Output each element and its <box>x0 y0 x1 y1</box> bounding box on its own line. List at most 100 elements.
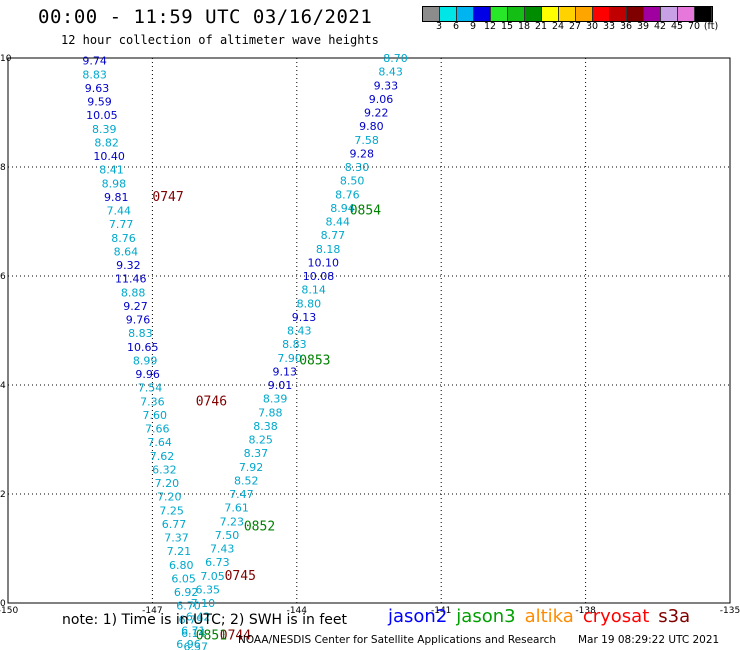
swh-value: 9.59 <box>87 96 112 109</box>
swh-value: 6.05 <box>171 572 196 585</box>
footer-note: note: 1) Time is in UTC; 2) SWH is in fe… <box>62 612 348 628</box>
color-scale-labels: 3 6 9 12 15 18 21 24 27 30 33 36 39 42 45 70 (ft) <box>422 21 740 33</box>
swh-value: 6.77 <box>162 518 187 531</box>
color-swatch <box>508 7 525 21</box>
swh-value: 7.62 <box>150 450 175 463</box>
swh-value: 6.32 <box>152 463 177 476</box>
swh-value: 8.88 <box>121 286 146 299</box>
swh-value: 7.25 <box>159 504 184 517</box>
legend-item-jason2: jason2 <box>388 606 448 627</box>
color-scale-label: 33 <box>602 21 616 32</box>
swh-value: 7.20 <box>157 491 182 504</box>
swh-value: 8.94 <box>330 202 355 215</box>
swh-value: 8.44 <box>325 216 350 229</box>
legend-item-jason3: jason3 <box>456 606 516 627</box>
legend-item-s3a: s3a <box>658 606 691 627</box>
pass-time-label: 0746 <box>196 394 227 409</box>
swh-value: 10.08 <box>303 270 335 283</box>
swh-value: 7.77 <box>109 218 134 231</box>
swh-value: 8.52 <box>234 474 259 487</box>
legend-item-altika: altika <box>524 606 574 627</box>
color-scale-label: 24 <box>551 21 565 32</box>
color-scale-label: 18 <box>517 21 531 32</box>
swh-value: 8.76 <box>335 188 360 201</box>
color-scale-label: 70 <box>687 21 701 32</box>
swh-value: 8.83 <box>128 327 153 340</box>
swh-value: 6.92 <box>174 586 199 599</box>
swh-value: 7.43 <box>210 543 235 556</box>
y-tick-label: 0 <box>0 599 6 609</box>
color-scale-label: (ft) <box>703 21 719 32</box>
swh-value: 9.96 <box>135 368 160 381</box>
color-swatch <box>474 7 491 21</box>
color-swatch <box>576 7 593 21</box>
swh-value: 11.46 <box>115 273 147 286</box>
color-scale-label: 15 <box>500 21 514 32</box>
swh-value: 10.40 <box>93 150 125 163</box>
swh-value: 7.23 <box>220 515 245 528</box>
color-scale-label: 36 <box>619 21 633 32</box>
color-swatch <box>644 7 661 21</box>
map-subtitle: 12 hour collection of altimeter wave hei… <box>61 33 379 47</box>
pass-time-label: 0852 <box>244 520 275 535</box>
swh-value: 6.35 <box>196 583 221 596</box>
color-swatch <box>695 7 712 21</box>
swh-value: 7.36 <box>140 395 165 408</box>
swh-value: 8.14 <box>301 284 326 297</box>
wave-height-map: -150-147-144-141-138-13502468109.748.839… <box>0 52 740 650</box>
swh-value: 6.79 <box>179 613 204 626</box>
swh-value: 8.30 <box>345 161 370 174</box>
pass-time-label: 0744 <box>220 629 251 644</box>
swh-value: 6.42 <box>186 611 211 624</box>
swh-value: 8.82 <box>94 136 119 149</box>
swh-value: 8.25 <box>248 434 273 447</box>
swh-value: 7.61 <box>224 502 249 515</box>
y-tick-label: 4 <box>0 381 6 391</box>
swh-value: 10.10 <box>308 256 340 269</box>
swh-value: 9.33 <box>374 79 399 92</box>
swh-value: 6.14 <box>181 627 206 640</box>
swh-value: 7.64 <box>147 436 172 449</box>
pass-time-label: 0854 <box>350 204 381 219</box>
map-title: 00:00 - 11:59 UTC 03/16/2021 <box>38 6 373 28</box>
color-swatch <box>457 7 474 21</box>
color-swatch <box>610 7 627 21</box>
swh-value: 7.90 <box>277 352 302 365</box>
swh-value: 8.76 <box>111 232 136 245</box>
swh-value: 8.43 <box>378 66 403 79</box>
swh-value: 7.37 <box>164 532 189 545</box>
pass-time-label: 0853 <box>299 353 330 368</box>
y-tick-label: 10 <box>0 54 12 64</box>
color-scale-label: 21 <box>534 21 548 32</box>
pass-time-label: 0745 <box>225 569 256 584</box>
generated-timestamp: Mar 19 08:29:22 UTC 2021 <box>578 634 720 646</box>
color-scale-label: 42 <box>653 21 667 32</box>
swh-value: 8.99 <box>133 354 158 367</box>
swh-value: 7.60 <box>143 409 168 422</box>
swh-value: 8.70 <box>383 52 408 65</box>
swh-value: 9.80 <box>359 120 384 133</box>
swh-value: 9.28 <box>350 147 375 160</box>
swh-value: 6.70 <box>176 600 201 613</box>
swh-value: 7.58 <box>354 134 379 147</box>
credit-text: NOAA/NESDIS Center for Satellite Applica… <box>238 634 556 646</box>
swh-value: 8.98 <box>102 177 127 190</box>
swh-value: 8.43 <box>287 325 312 338</box>
swh-value: 7.05 <box>200 570 225 583</box>
x-tick-label: -135 <box>720 606 740 616</box>
swh-value: 8.41 <box>99 164 124 177</box>
swh-value: 7.47 <box>229 488 254 501</box>
swh-value: 9.13 <box>292 311 317 324</box>
map-plot-area: -150-147-144-141-138-13502468109.748.839… <box>0 52 740 650</box>
swh-value: 9.22 <box>364 107 389 120</box>
swh-value: 6.71 <box>181 624 206 637</box>
swh-value: 9.63 <box>85 82 110 95</box>
y-tick-label: 6 <box>0 272 6 282</box>
swh-value: 10.05 <box>86 109 118 122</box>
color-swatch <box>542 7 559 21</box>
x-tick-label: -144 <box>287 606 308 616</box>
color-swatch <box>491 7 508 21</box>
swh-value: 10.65 <box>127 341 159 354</box>
swh-value: 9.76 <box>126 314 151 327</box>
color-swatch <box>678 7 695 21</box>
